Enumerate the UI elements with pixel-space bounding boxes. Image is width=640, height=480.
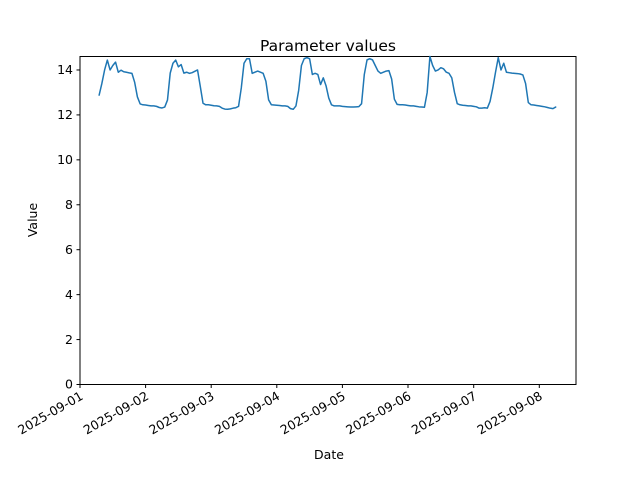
y-tick-label: 4 bbox=[65, 287, 73, 302]
y-tick-label: 6 bbox=[65, 242, 73, 257]
x-axis-label: Date bbox=[314, 447, 344, 462]
axes-layer: 024681012142025-09-012025-09-022025-09-0… bbox=[15, 55, 577, 437]
chart-title: Parameter values bbox=[260, 37, 396, 55]
y-tick-label: 12 bbox=[57, 107, 73, 122]
x-tick-label: 2025-09-02 bbox=[81, 388, 151, 437]
y-axis-label: Value bbox=[25, 203, 40, 238]
x-tick-label: 2025-09-04 bbox=[212, 388, 282, 437]
x-tick-label: 2025-09-01 bbox=[15, 388, 85, 437]
x-tick-label: 2025-09-06 bbox=[343, 388, 413, 437]
x-tick-label: 2025-09-07 bbox=[409, 388, 479, 437]
x-tick-label: 2025-09-08 bbox=[474, 388, 544, 437]
x-tick-label: 2025-09-03 bbox=[146, 388, 216, 437]
data-line bbox=[98, 55, 557, 111]
y-tick-label: 14 bbox=[57, 62, 73, 77]
y-tick-label: 8 bbox=[65, 197, 73, 212]
y-tick-label: 2 bbox=[65, 332, 73, 347]
y-tick-label: 10 bbox=[57, 152, 73, 167]
x-tick-label: 2025-09-05 bbox=[277, 388, 347, 437]
y-tick-label: 0 bbox=[65, 377, 73, 392]
